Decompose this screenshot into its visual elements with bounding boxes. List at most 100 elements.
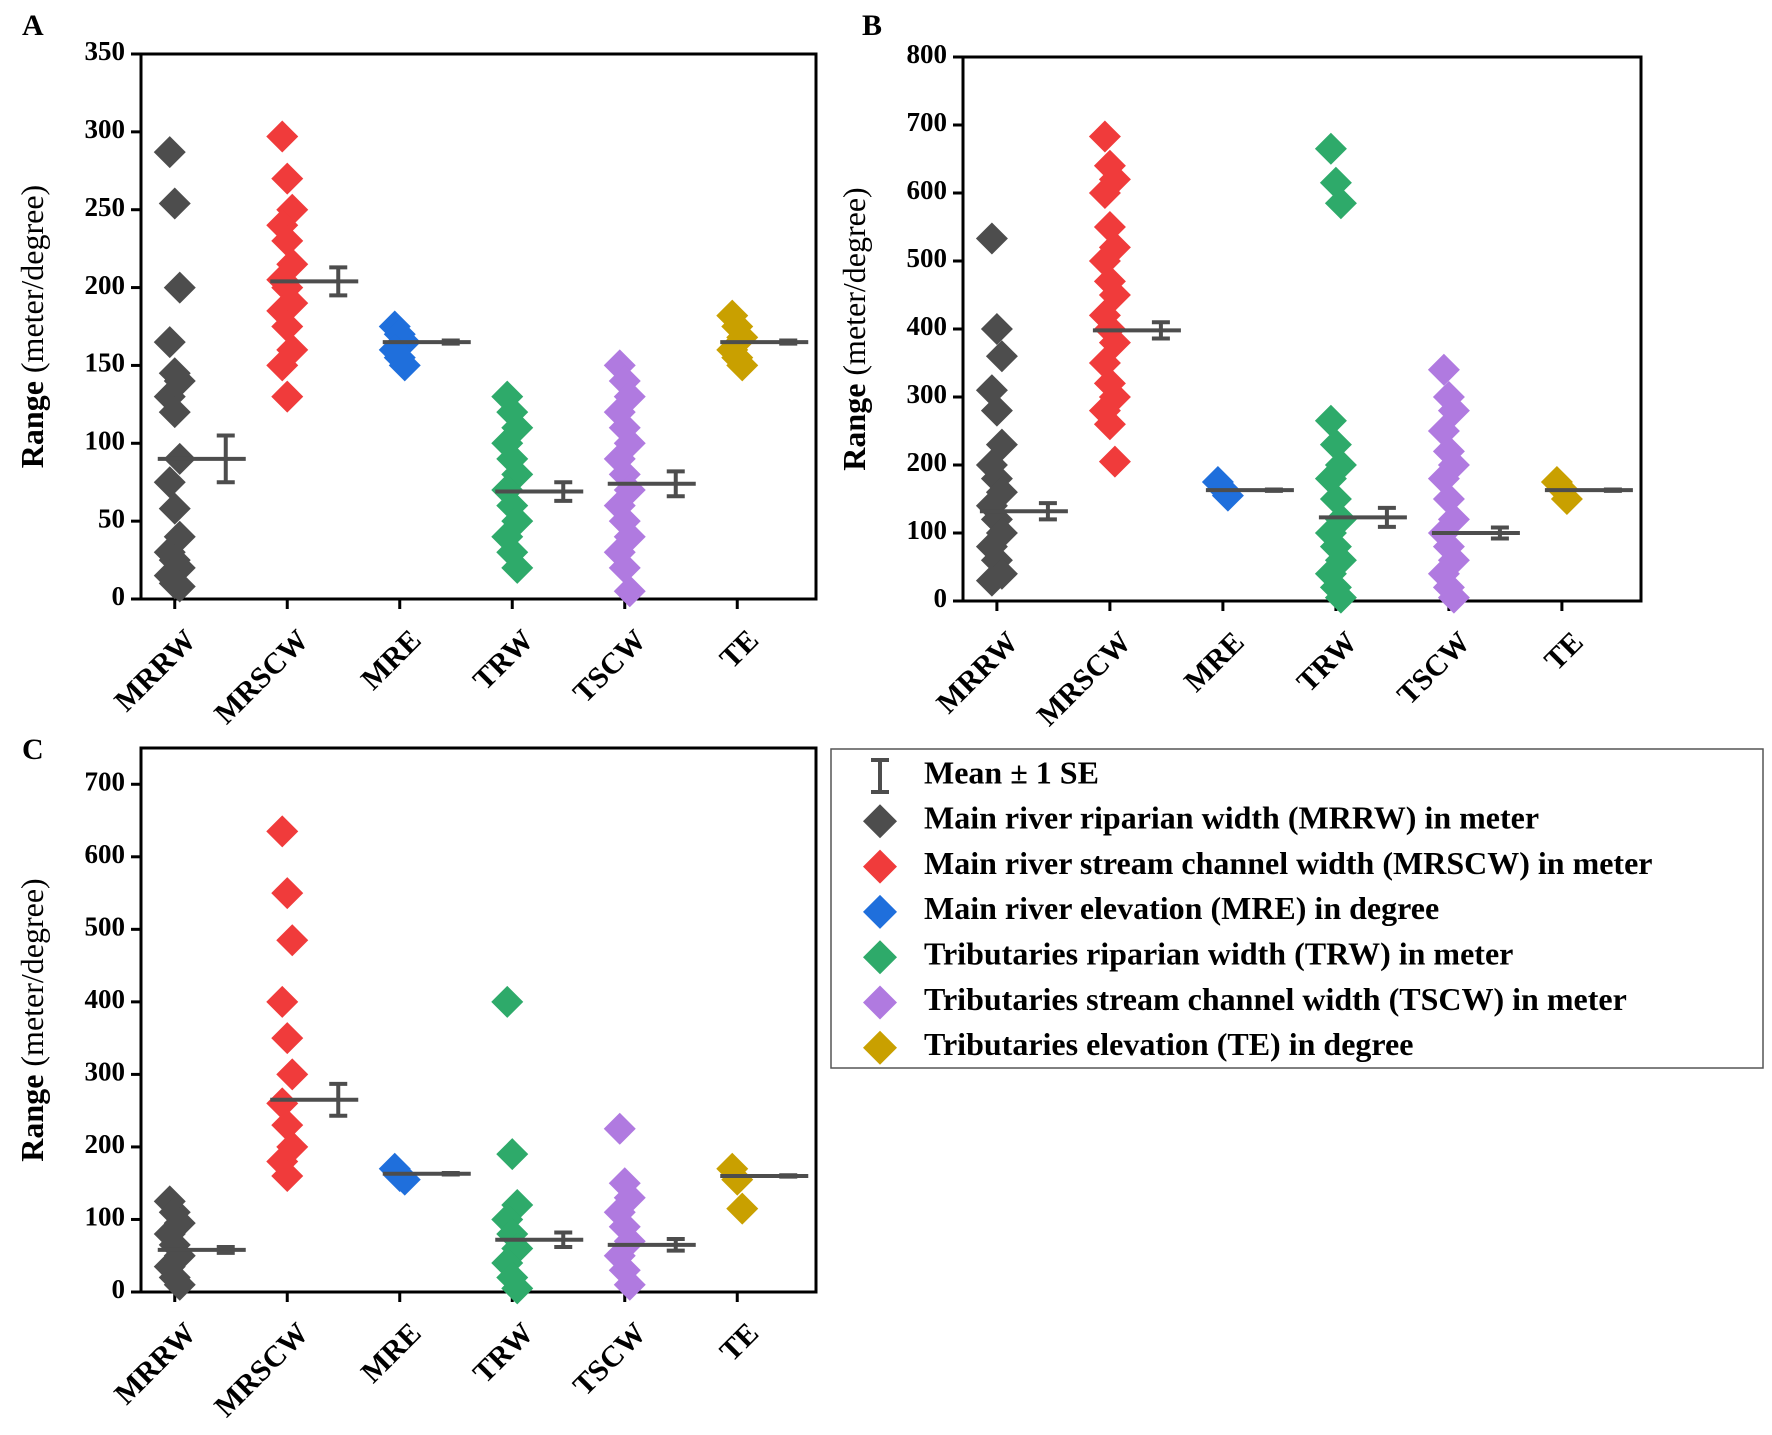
data-point	[158, 492, 191, 525]
legend-label: Tributaries riparian width (TRW) in mete…	[924, 936, 1513, 972]
legend-frame	[830, 748, 1764, 1069]
y-tick-label: 700	[85, 766, 126, 796]
y-tick-label: 100	[85, 425, 126, 455]
data-point	[985, 340, 1018, 373]
x-tick-label: MRRW	[108, 623, 202, 717]
data-point	[153, 136, 186, 169]
y-tick-label: 300	[85, 1057, 126, 1087]
y-tick-label: 500	[85, 912, 126, 942]
data-point	[726, 1192, 759, 1225]
error-bar	[554, 1230, 573, 1250]
data-point	[163, 570, 196, 603]
x-tick-label: TE	[713, 623, 765, 675]
error-bar	[666, 469, 685, 499]
data-point	[1314, 404, 1347, 437]
data-point	[1314, 132, 1347, 165]
panel-label: B	[862, 9, 882, 42]
y-axis-label: Range (meter/degree)	[836, 187, 872, 470]
x-tick-label: TRW	[467, 623, 540, 696]
y-tick-label: 500	[907, 243, 948, 273]
data-point	[271, 1109, 304, 1142]
data-point	[608, 551, 641, 584]
y-tick-label: 200	[907, 447, 948, 477]
data-point	[276, 1058, 309, 1091]
data-point	[613, 1268, 646, 1301]
panel-label: C	[22, 733, 44, 766]
plot-frame	[961, 55, 1643, 603]
legend-mean-icon	[871, 758, 889, 794]
y-tick-label: 600	[85, 839, 126, 869]
data-point	[496, 1138, 529, 1171]
legend-marker	[863, 849, 897, 884]
x-tick-label: TSCW	[1391, 625, 1477, 711]
y-label-unit: (meter/degree)	[14, 878, 50, 1066]
legend-marker	[863, 940, 897, 975]
data-point	[163, 271, 196, 304]
data-point	[271, 1159, 304, 1192]
error-bar	[441, 1171, 460, 1177]
y-tick-label: 200	[85, 270, 126, 300]
x-tick-label: TE	[1538, 625, 1590, 677]
data-point	[276, 924, 309, 957]
data-point	[153, 326, 186, 359]
plot-frame	[139, 746, 818, 1294]
data-point	[1324, 581, 1357, 614]
data-point	[163, 1268, 196, 1301]
data-point	[1088, 120, 1121, 153]
data-point	[388, 349, 421, 382]
error-bar	[779, 1173, 798, 1179]
data-point	[271, 1022, 304, 1055]
data-point	[975, 222, 1008, 255]
data-point	[613, 575, 646, 608]
x-tick-label: MRSCW	[208, 1316, 315, 1423]
x-tick-label: MRE	[355, 1316, 428, 1389]
data-point	[266, 815, 299, 848]
data-point	[158, 396, 191, 429]
x-tick-label: MRSCW	[1031, 625, 1138, 732]
legend-label: Main river riparian width (MRRW) in mete…	[924, 800, 1539, 836]
y-tick-label: 200	[85, 1129, 126, 1159]
y-tick-label: 400	[85, 984, 126, 1014]
x-tick-label: TSCW	[567, 1316, 653, 1402]
y-tick-label: 0	[934, 583, 948, 613]
data-point	[271, 224, 304, 257]
data-point	[266, 349, 299, 382]
legend-label: Mean ± 1 SE	[924, 754, 1099, 790]
y-tick-label: 50	[98, 503, 125, 533]
y-tick-label: 350	[85, 36, 126, 66]
y-tick-label: 800	[907, 39, 948, 69]
data-point	[501, 551, 534, 584]
x-tick-label: TSCW	[567, 623, 653, 709]
legend-marker	[863, 804, 897, 839]
x-tick-label: TRW	[467, 1316, 540, 1389]
data-point	[975, 564, 1008, 597]
data-point	[1427, 353, 1460, 386]
data-point	[721, 1163, 754, 1196]
panel-label: A	[22, 9, 44, 42]
data-point	[1098, 445, 1131, 478]
x-tick-label: MRSCW	[208, 623, 315, 730]
error-bar	[554, 480, 573, 503]
y-tick-label: 250	[85, 192, 126, 222]
error-bar	[1151, 320, 1170, 341]
data-point	[726, 349, 759, 382]
error-bar	[1490, 525, 1509, 541]
x-tick-label: TRW	[1290, 625, 1363, 698]
y-label-main: Range	[14, 381, 50, 468]
error-bar	[1603, 487, 1622, 493]
y-label-unit: (meter/degree)	[836, 187, 872, 375]
data-point	[491, 985, 524, 1018]
data-point	[1324, 187, 1357, 220]
data-point	[158, 187, 191, 220]
x-tick-label: MRRW	[108, 1316, 202, 1410]
data-point	[1437, 581, 1470, 614]
x-tick-label: TE	[713, 1316, 765, 1368]
error-bar	[779, 338, 798, 346]
error-bar	[666, 1237, 685, 1253]
data-point	[271, 380, 304, 413]
y-tick-label: 400	[907, 311, 948, 341]
data-point	[153, 466, 186, 499]
data-point	[266, 985, 299, 1018]
y-label-main: Range	[836, 384, 872, 471]
